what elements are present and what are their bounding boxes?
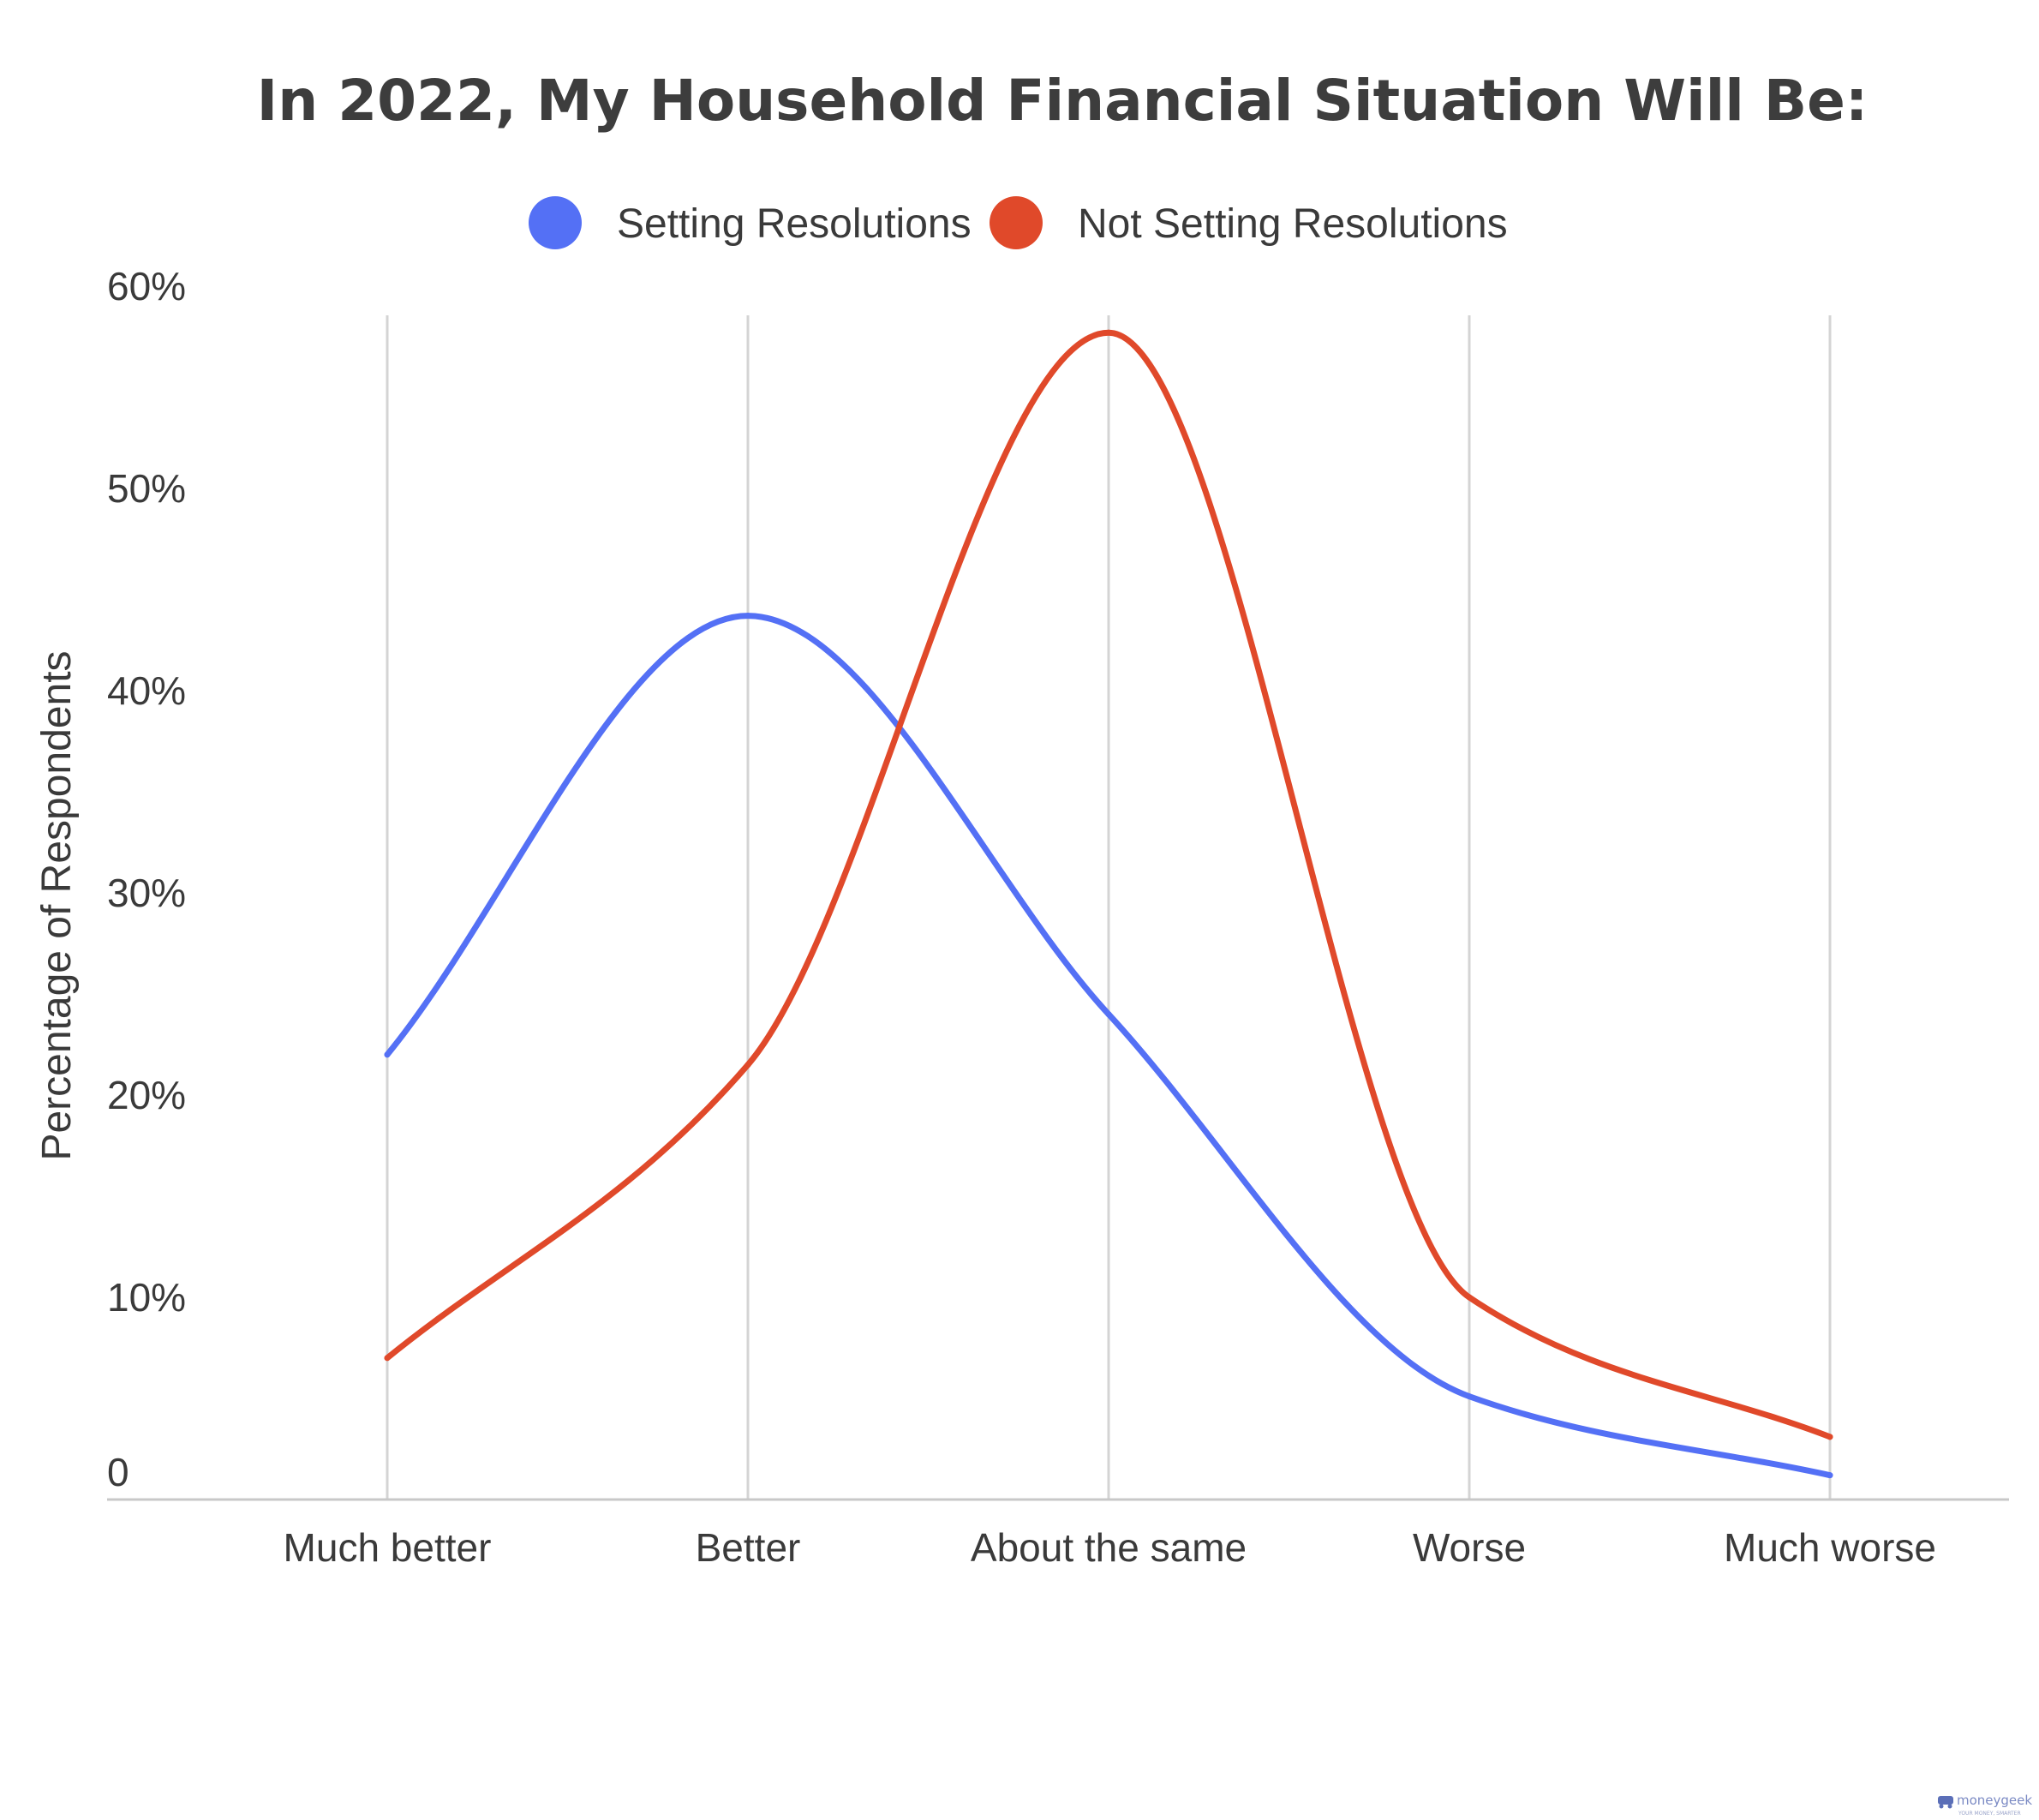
y-tick-label: 30% <box>107 871 186 915</box>
y-tick-label: 40% <box>107 668 186 713</box>
legend-label-0: Setting Resolutions <box>617 201 972 247</box>
y-tick-label: 10% <box>107 1275 186 1320</box>
chart-title: In 2022, My Household Financial Situatio… <box>257 68 1869 134</box>
series-0-point-2 <box>1105 1011 1112 1018</box>
watermark-tagline: YOUR MONEY, SMARTER <box>1958 1811 2021 1817</box>
x-tick-label: Better <box>696 1525 801 1570</box>
x-axis-ticks: Much better Better About the same Worse Much… <box>284 1525 1936 1570</box>
series-0-point-4 <box>1827 1472 1833 1479</box>
series-lines <box>384 329 1833 1479</box>
legend: Setting Resolutions Not Setting Resolutio… <box>529 196 1508 249</box>
legend-marker-0 <box>529 196 582 249</box>
watermark-brand: moneygeek <box>1957 1793 2032 1808</box>
y-tick-label: 50% <box>107 466 186 511</box>
series-1-point-4 <box>1827 1434 1833 1440</box>
watermark: moneygeek YOUR MONEY, SMARTER <box>1938 1793 2032 1817</box>
y-axis-title: Percentage of Respondents <box>34 650 80 1160</box>
x-tick-label: Much worse <box>1724 1525 1936 1570</box>
series-line-0 <box>384 613 1833 1479</box>
series-1-point-2 <box>1105 329 1112 336</box>
series-1-point-3 <box>1466 1294 1473 1301</box>
series-1-point-0 <box>384 1355 391 1362</box>
series-1-point-1 <box>744 1062 751 1069</box>
x-tick-label: About the same <box>971 1525 1247 1570</box>
x-tick-label: Worse <box>1413 1525 1526 1570</box>
y-axis-ticks: 0 10% 20% 30% 40% 50% 60% <box>107 264 186 1494</box>
series-0-point-1 <box>744 613 751 620</box>
series-0-point-3 <box>1466 1393 1473 1400</box>
legend-marker-1 <box>990 196 1043 249</box>
legend-label-1: Not Setting Resolutions <box>1078 201 1508 247</box>
y-tick-label: 20% <box>107 1073 186 1117</box>
y-tick-label: 0 <box>107 1450 129 1494</box>
x-tick-label: Much better <box>284 1525 492 1570</box>
y-tick-label: 60% <box>107 264 186 308</box>
series-0-point-0 <box>384 1051 391 1058</box>
grid <box>107 315 2009 1501</box>
moneygeek-logo-icon <box>1938 1796 1953 1809</box>
